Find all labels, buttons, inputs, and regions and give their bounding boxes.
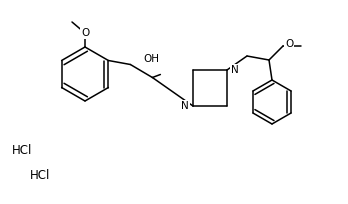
Text: HCl: HCl [12, 144, 33, 157]
Text: HCl: HCl [30, 169, 50, 182]
Text: O: O [285, 39, 293, 49]
Text: OH: OH [143, 53, 159, 63]
Text: N: N [231, 65, 239, 75]
Text: N: N [181, 101, 189, 111]
Text: O: O [81, 28, 89, 38]
